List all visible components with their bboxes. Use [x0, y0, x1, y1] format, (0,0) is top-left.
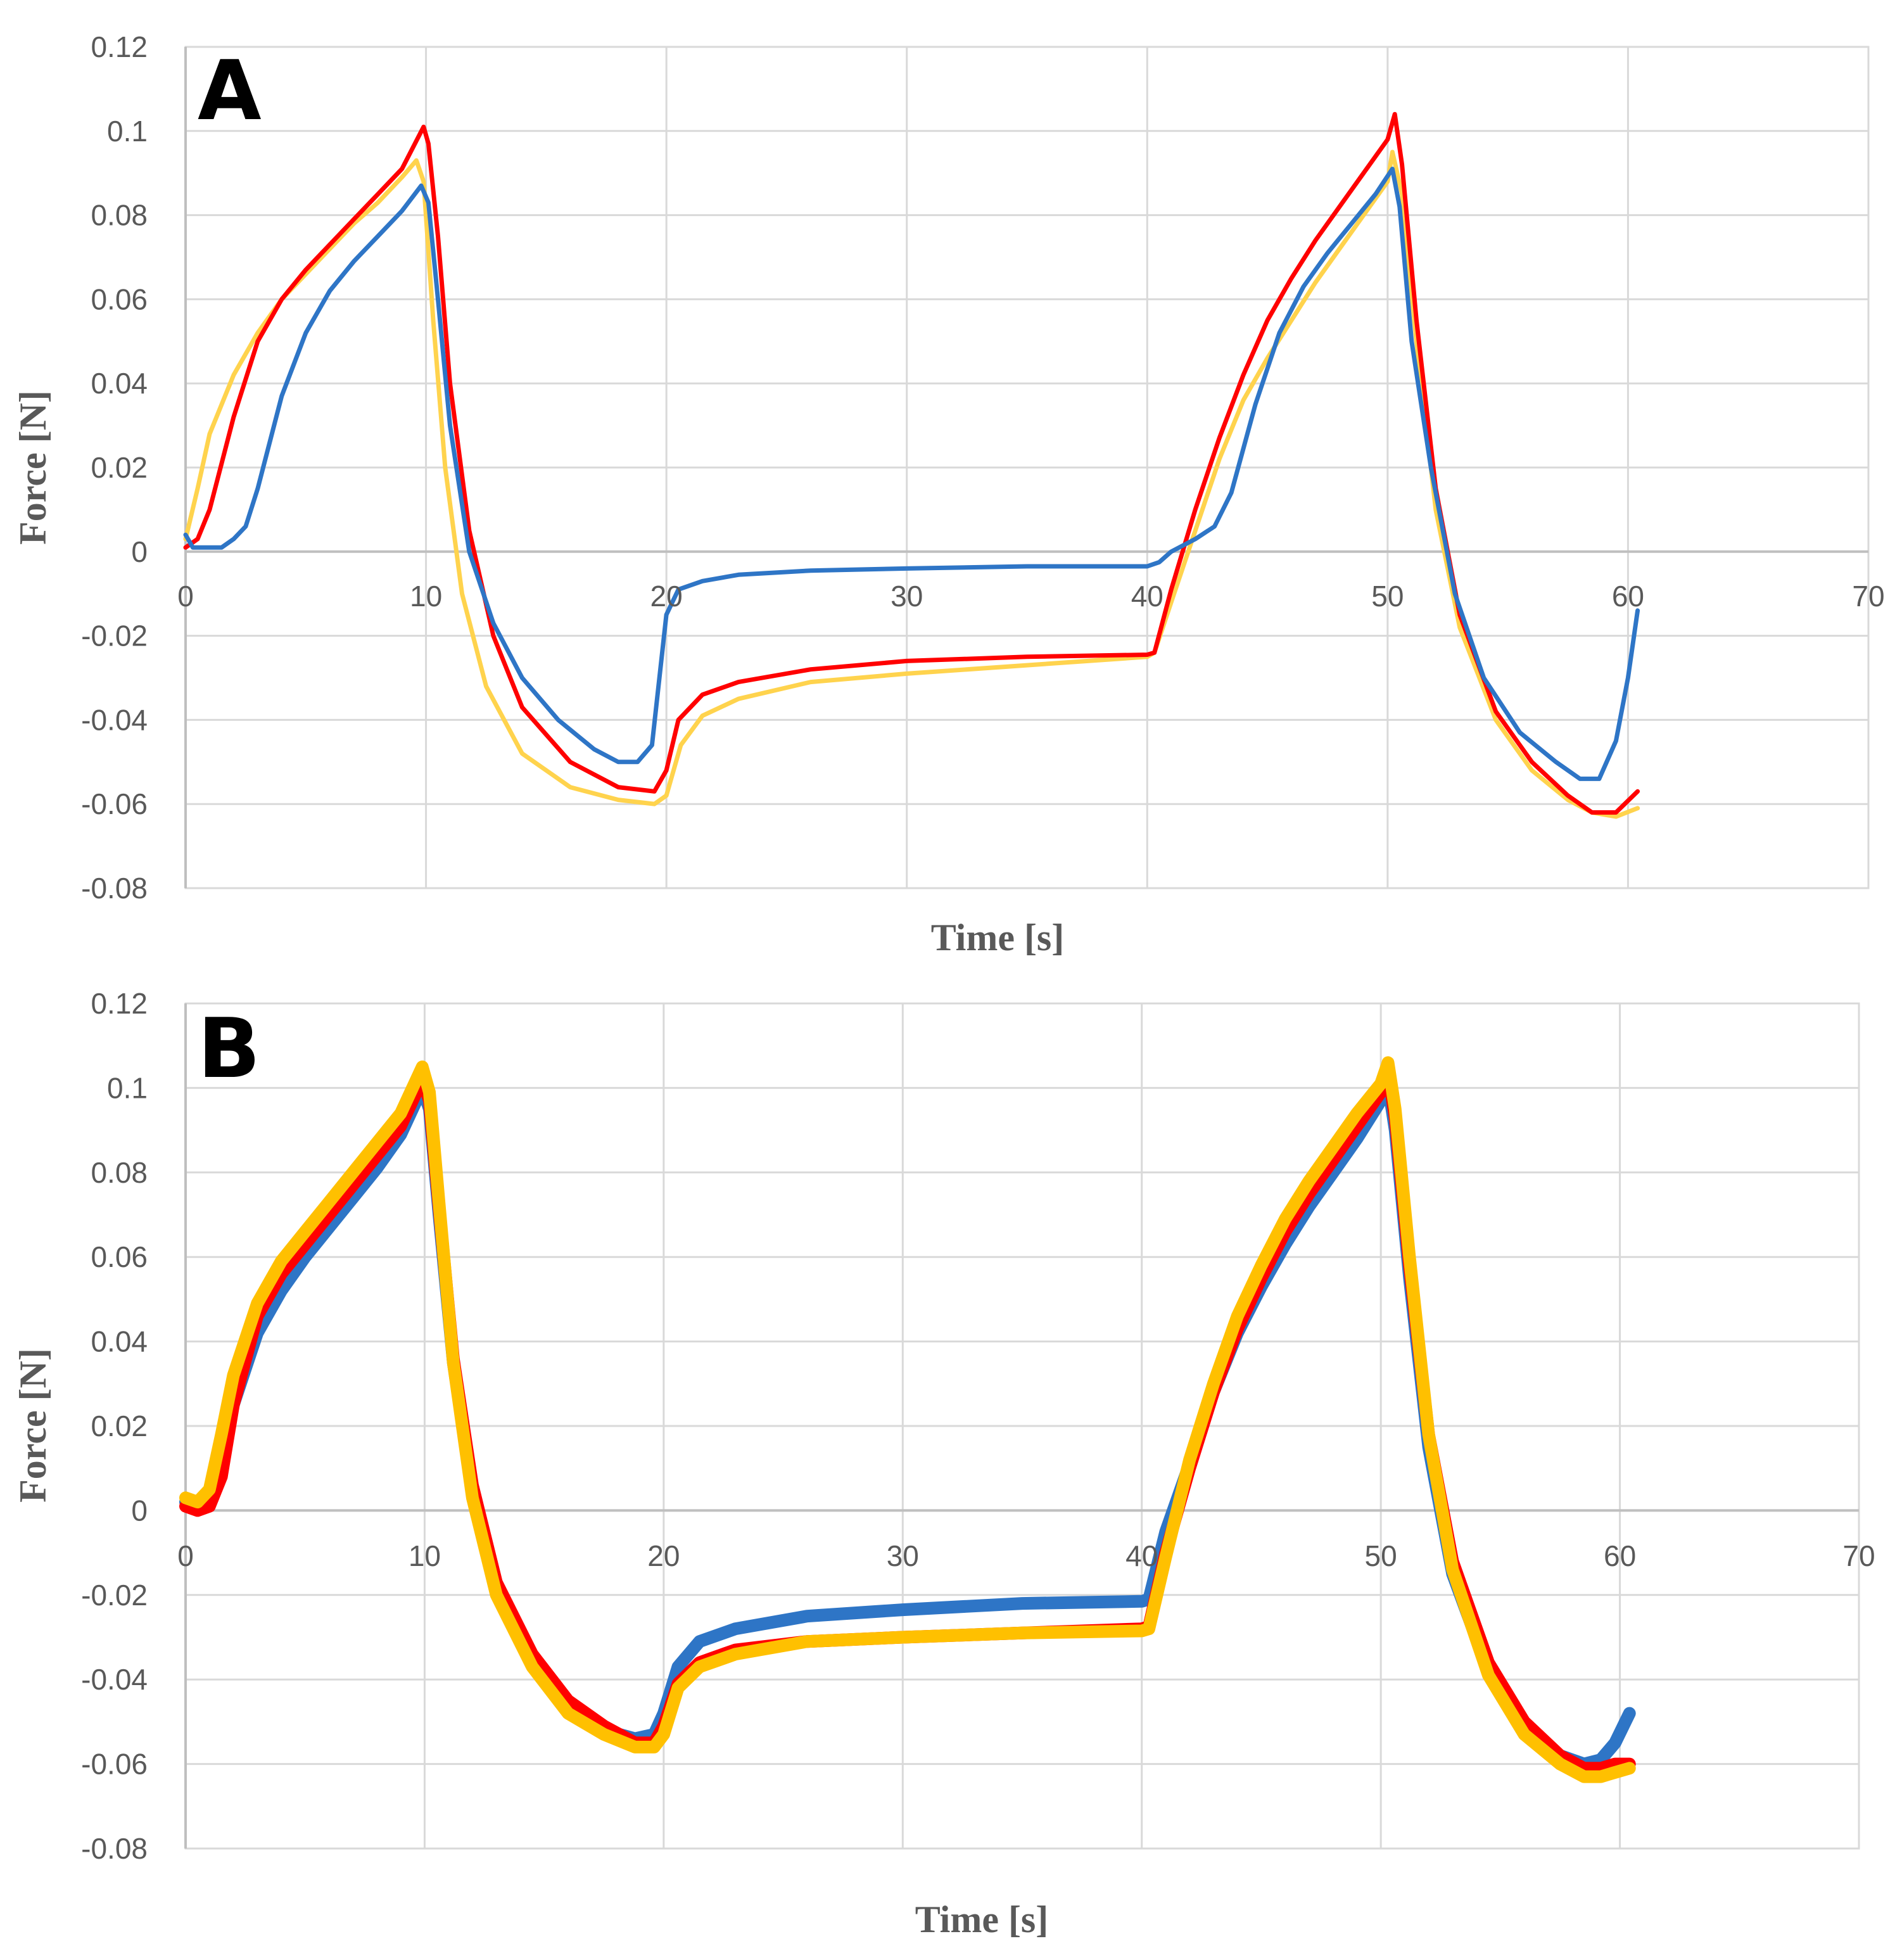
panel-b-y-tick-label: -0.08: [81, 1832, 148, 1865]
panel-a-y-tick-label: -0.04: [81, 703, 148, 736]
panel-b-y-axis-title: Force [N]: [12, 1348, 54, 1503]
panel-a-x-tick-label: 60: [1612, 580, 1644, 613]
panel-b-y-tick-label: 0.06: [91, 1240, 148, 1273]
panel-a-y-tick-label: 0.1: [107, 115, 148, 148]
panel-b-series-yellow-thick: [179, 1056, 1636, 1783]
panel-a-series-red: [183, 111, 1640, 815]
panel-b-x-tick-label: 20: [647, 1539, 680, 1572]
panel-a-y-tick-label: 0.04: [91, 367, 148, 400]
panel-a-y-tick-label: -0.02: [81, 620, 148, 652]
panel-a-x-tick-label: 30: [891, 580, 923, 613]
panel-a-x-tick-label: 70: [1852, 580, 1884, 613]
panel-b-y-tick-label: 0.08: [91, 1156, 148, 1189]
panel-b-y-tick-label: 0.1: [107, 1071, 148, 1104]
panel-a-y-tick-label: 0.02: [91, 451, 148, 484]
panel-b-y-tick-label: 0: [131, 1494, 148, 1527]
panel-a-y-tick-label: 0.06: [91, 283, 148, 315]
panel-a-y-axis-title: Force [N]: [12, 390, 54, 545]
panel-a-x-tick-label: 40: [1131, 580, 1163, 613]
panel-b-x-tick-label: 10: [409, 1539, 441, 1572]
panel-b-x-tick-label: 70: [1842, 1539, 1875, 1572]
panel-b-y-tick-label: -0.02: [81, 1579, 148, 1612]
panel-b-y-tick-label: 0.04: [91, 1325, 148, 1358]
panel-a-label: A: [198, 42, 262, 139]
panel-b-y-tick-label: -0.06: [81, 1748, 148, 1781]
panel-b-x-axis-title: Time [s]: [915, 1899, 1049, 1940]
panel-a-y-tick-label: 0: [131, 535, 148, 568]
panel-b-x-tick-label: 0: [177, 1539, 194, 1572]
panel-b-x-tick-label: 30: [887, 1539, 919, 1572]
panel-b-label: B: [198, 1000, 260, 1097]
panel-a-x-axis-title: Time [s]: [931, 917, 1065, 958]
panel-a-x-tick-label: 0: [177, 580, 194, 613]
panel-a-y-tick-label: 0.12: [91, 30, 148, 63]
panel-b-x-tick-label: 40: [1125, 1539, 1158, 1572]
panel-b-x-tick-label: 60: [1604, 1539, 1636, 1572]
panel-b-chart: 0.12 0.1 0.08 0.06 0.04 0.02 0 -0.02 -0.04 -0.06 -…: [12, 987, 1875, 1940]
panel-a-x-tick-label: 50: [1371, 580, 1404, 613]
panel-b-x-tick-label: 50: [1365, 1539, 1397, 1572]
panel-a-y-tick-label: -0.08: [81, 872, 148, 905]
panel-a-x-tick-label: 20: [650, 580, 683, 613]
panel-a-series-blue: [183, 167, 1640, 781]
panel-a-y-tick-label: -0.06: [81, 787, 148, 820]
panel-a-y-tick-label: 0.08: [91, 199, 148, 232]
panel-b-y-tick-label: 0.12: [91, 987, 148, 1020]
panel-b-y-tick-label: -0.04: [81, 1663, 148, 1696]
panel-a-chart: 0.12 0.1 0.08 0.06 0.04 0.02 0 -0.02 -0.04 -0.06 -…: [12, 30, 1885, 958]
panel-b-y-tick-label: 0.02: [91, 1410, 148, 1442]
panel-a-x-tick-label: 10: [410, 580, 442, 613]
